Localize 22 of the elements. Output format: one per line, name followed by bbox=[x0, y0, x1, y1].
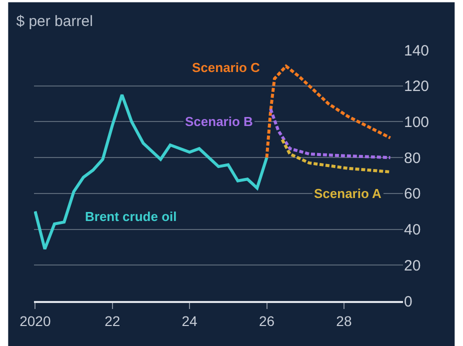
chart-title: $ per barrel bbox=[16, 13, 93, 30]
x-tick-label: 24 bbox=[182, 312, 198, 329]
y-tick-label: 100 bbox=[404, 114, 430, 131]
x-tick-label: 22 bbox=[104, 312, 120, 329]
y-tick-label: 20 bbox=[404, 257, 421, 274]
x-tick-label: 28 bbox=[336, 312, 352, 329]
series-label: Scenario A bbox=[314, 186, 382, 201]
y-tick-label: 80 bbox=[404, 150, 421, 167]
y-tick-label: 60 bbox=[404, 186, 421, 203]
line-series bbox=[280, 138, 392, 174]
y-tick-label: 120 bbox=[404, 78, 430, 96]
series-label: Scenario B bbox=[185, 114, 253, 129]
series-label: Brent crude oil bbox=[85, 209, 177, 224]
x-tick-label: 26 bbox=[258, 312, 275, 329]
y-tick-label: 0 bbox=[404, 293, 412, 310]
line-series bbox=[265, 64, 392, 160]
series-label: Scenario C bbox=[192, 60, 261, 75]
line-series bbox=[34, 93, 268, 251]
y-tick-label: 40 bbox=[404, 222, 421, 239]
y-tick-label: 140 bbox=[404, 42, 430, 60]
x-tick-label: 2020 bbox=[20, 312, 51, 329]
line-series bbox=[269, 108, 392, 160]
